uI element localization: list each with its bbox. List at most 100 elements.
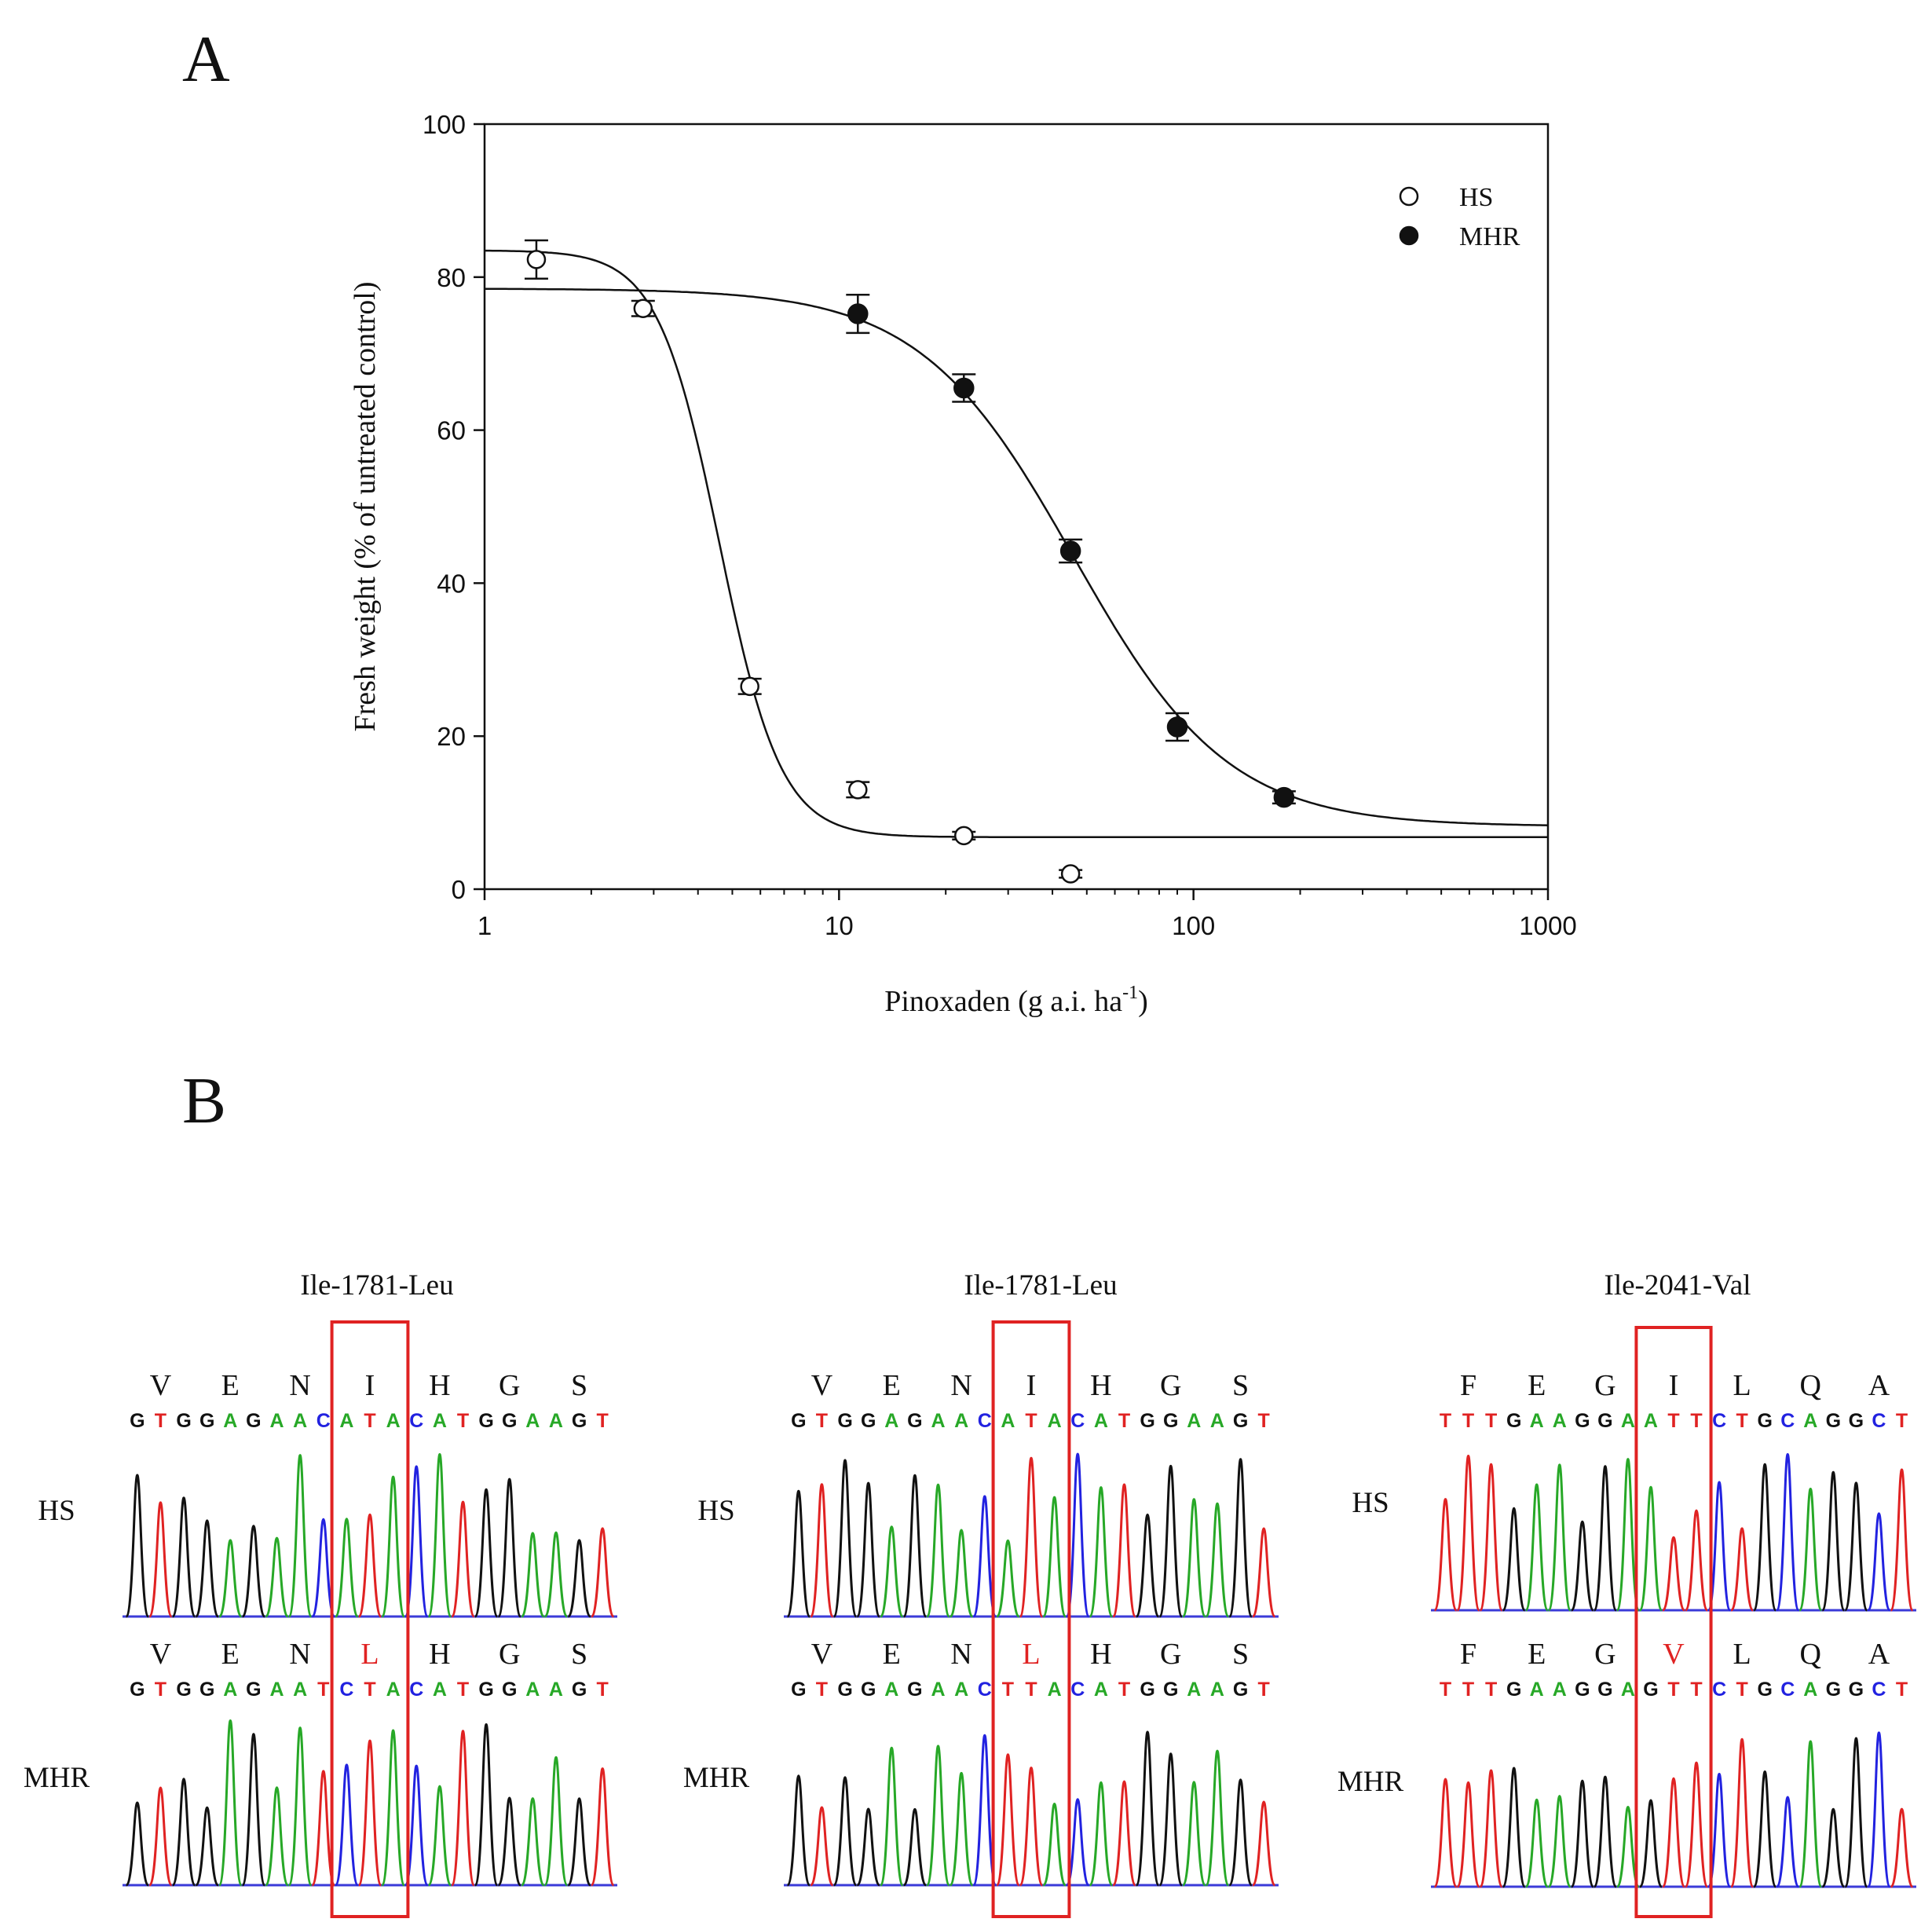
base-call: T [597, 1679, 609, 1701]
trace-peak [1065, 1798, 1090, 1887]
trace-peak [1798, 1487, 1823, 1612]
base-call: A [293, 1410, 307, 1432]
base-call: A [1187, 1679, 1201, 1701]
trace-peak [1775, 1452, 1800, 1612]
base-call: G [1849, 1679, 1864, 1701]
trace-peak [380, 1475, 406, 1618]
residue-letter: V [811, 1638, 833, 1671]
residue-letter: H [1090, 1369, 1111, 1402]
base-call: A [1530, 1410, 1544, 1432]
trace-peak [427, 1785, 452, 1887]
base-call: C [1872, 1410, 1886, 1432]
residue-letter: I [1669, 1369, 1679, 1402]
trace-peak [1707, 1481, 1732, 1612]
trace-peak [380, 1729, 406, 1887]
y-tick-label: 0 [452, 875, 466, 904]
trace-peak [520, 1532, 546, 1618]
trace-peak [1456, 1454, 1480, 1612]
trace-peak [404, 1764, 429, 1887]
base-call: A [269, 1679, 284, 1701]
base-call: G [1757, 1410, 1772, 1432]
trace-peak [264, 1536, 290, 1618]
trace-peak [1228, 1778, 1253, 1887]
residue-letter: L [1733, 1369, 1751, 1402]
trace-peak [1251, 1527, 1276, 1618]
panel-b-label: B [182, 1064, 227, 1137]
residue-letter: E [221, 1369, 240, 1402]
base-call: G [1233, 1410, 1248, 1432]
base-call: T [816, 1679, 828, 1701]
base-call: G [1826, 1679, 1841, 1701]
trace-peak [1456, 1781, 1480, 1888]
residue-letter: Q [1800, 1638, 1821, 1671]
base-call: C [1712, 1679, 1726, 1701]
base-call: G [861, 1679, 876, 1701]
base-call: A [1048, 1679, 1062, 1701]
base-call: T [1736, 1410, 1748, 1432]
mutation-highlight-box [1634, 1326, 1713, 1918]
residue-letter: F [1460, 1638, 1476, 1671]
sample-label-mhr: MHR [1337, 1766, 1404, 1798]
base-call: A [386, 1679, 401, 1701]
trace-peak [1752, 1463, 1777, 1612]
trace-peak [171, 1778, 196, 1887]
sample-label-mhr: MHR [24, 1762, 90, 1794]
base-call: G [1757, 1679, 1772, 1701]
residue-letter: E [221, 1638, 240, 1671]
trace-peak [1729, 1737, 1755, 1888]
fit-curve-mhr [485, 287, 1549, 826]
trace-peak [1547, 1795, 1572, 1888]
chromatogram-title: Ile-2041-Val [1605, 1269, 1751, 1302]
base-call: G [1506, 1679, 1521, 1701]
base-call: A [1621, 1410, 1635, 1432]
base-call: G [502, 1679, 517, 1701]
base-call: C [409, 1410, 423, 1432]
base-call: T [1258, 1679, 1270, 1701]
base-call: A [1621, 1679, 1635, 1701]
base-call: A [1803, 1679, 1817, 1701]
base-call: T [1462, 1410, 1474, 1432]
base-call: A [1803, 1410, 1817, 1432]
data-point-hs [848, 780, 868, 800]
base-call: T [364, 1410, 375, 1432]
base-call: C [1780, 1410, 1795, 1432]
fit-curve-hs [485, 249, 1548, 839]
trace-peak [566, 1539, 592, 1618]
data-point-mhr [1059, 540, 1081, 562]
base-call: A [1530, 1679, 1544, 1701]
mutation-highlight-box [991, 1320, 1071, 1918]
trace-peak [1729, 1527, 1755, 1612]
y-tick-label: 80 [437, 263, 466, 292]
base-call: T [1690, 1679, 1702, 1701]
base-call: G [1163, 1679, 1178, 1701]
trace-peak [972, 1734, 997, 1887]
trace-peak [1205, 1502, 1230, 1618]
base-call: C [1070, 1410, 1085, 1432]
residue-letter: H [429, 1369, 450, 1402]
base-call: G [1163, 1410, 1178, 1432]
trace-peak [949, 1771, 974, 1887]
base-call: A [339, 1410, 353, 1432]
trace-peak [1065, 1452, 1090, 1618]
chromatogram-title: Ile-1781-Leu [300, 1269, 453, 1302]
x-tick-label: 1 [478, 911, 492, 940]
trace-peak [1041, 1802, 1067, 1887]
residue-letter: E [883, 1638, 901, 1671]
base-call: A [525, 1679, 540, 1701]
trace-peak [1251, 1800, 1276, 1887]
residue-letter: E [1528, 1638, 1546, 1671]
trace-peak [1752, 1770, 1777, 1888]
trace-peak [1135, 1513, 1160, 1618]
base-call: G [1849, 1410, 1864, 1432]
trace-peak [1181, 1781, 1207, 1887]
trace-peak [566, 1797, 592, 1887]
base-call: T [1896, 1679, 1908, 1701]
trace-peak [1684, 1509, 1709, 1612]
trace-peak [1524, 1798, 1550, 1888]
trace-peak [311, 1770, 336, 1887]
trace-peak [334, 1763, 360, 1887]
trace-peak [450, 1500, 476, 1618]
base-call: T [1118, 1679, 1130, 1701]
trace-peak [1019, 1456, 1044, 1618]
trace-peak [1479, 1769, 1504, 1888]
